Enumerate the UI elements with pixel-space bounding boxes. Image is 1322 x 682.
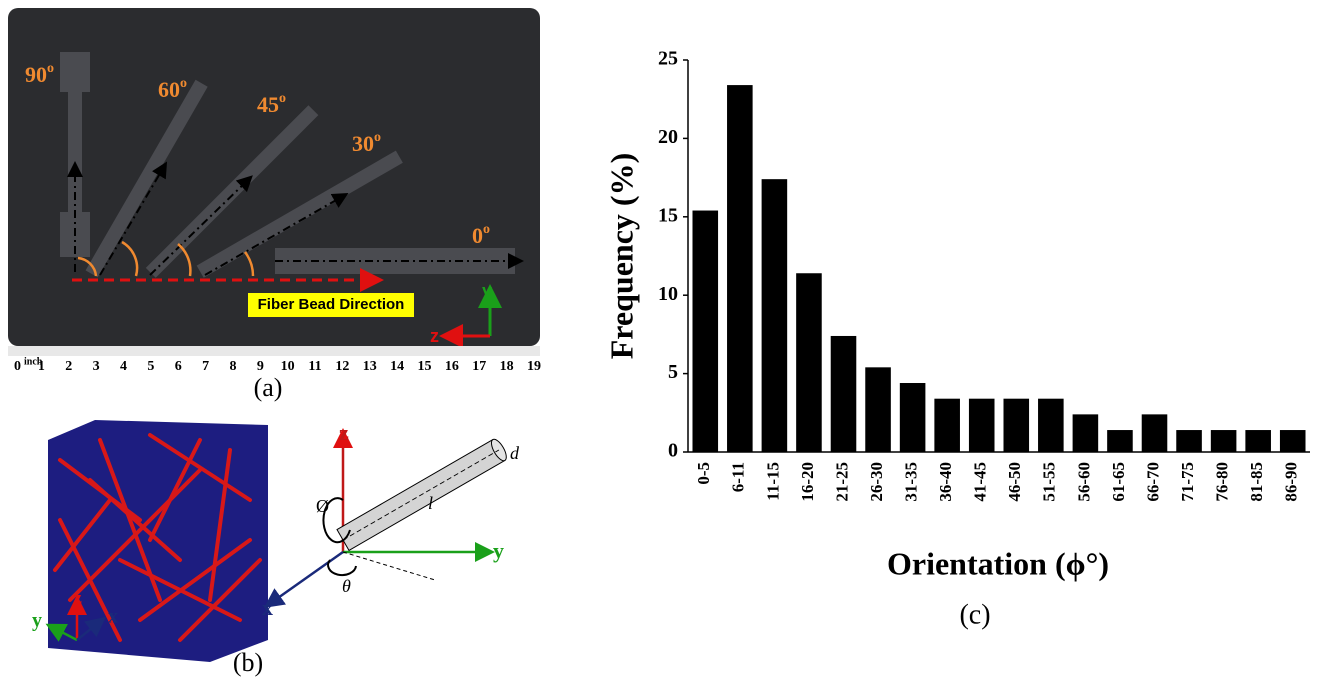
ruler-labels: 012345678910111213141516171819inch xyxy=(14,356,541,374)
y-tick-label: 25 xyxy=(658,48,678,70)
fiber-cylinder xyxy=(337,437,509,550)
bar xyxy=(1073,414,1099,452)
bar xyxy=(1176,430,1202,452)
diameter-label: d xyxy=(510,443,520,463)
angle-value: 60 xyxy=(158,77,180,102)
ruler-label: 14 xyxy=(390,359,404,374)
length-label: l xyxy=(428,493,433,513)
bar xyxy=(969,399,995,452)
x-axis xyxy=(268,552,343,605)
degree: o xyxy=(279,91,286,106)
bar xyxy=(1211,430,1237,452)
ruler-label: 17 xyxy=(472,359,486,374)
x-tick-label: 16-20 xyxy=(798,462,817,502)
bar xyxy=(934,399,960,452)
ruler-label: 12 xyxy=(335,359,349,374)
x-tick-label: 56-60 xyxy=(1074,462,1093,502)
axis-label: y xyxy=(32,610,42,632)
ruler xyxy=(8,346,540,356)
x-axis-title: Orientation (ϕ°) xyxy=(887,545,1109,581)
axis-label: x xyxy=(108,606,118,628)
ruler-label: 10 xyxy=(281,359,295,374)
direction-label: Fiber Bead Direction xyxy=(258,296,405,313)
projection xyxy=(343,552,435,580)
figure: 90o 60o 45o 30o 0o Fiber Bead Direction … xyxy=(0,0,1322,682)
y-tick-label: 15 xyxy=(658,204,678,226)
degree: o xyxy=(483,222,490,237)
theta-arc xyxy=(328,560,356,575)
x-tick-label: 46-50 xyxy=(1005,462,1024,502)
y-tick-label: 10 xyxy=(658,283,678,305)
ruler-label: 13 xyxy=(363,359,377,374)
ruler-label: 3 xyxy=(93,359,100,374)
axis-label: z xyxy=(73,588,82,610)
x-tick-label: 76-80 xyxy=(1213,462,1232,502)
ruler-label: 15 xyxy=(418,359,432,374)
bar xyxy=(1142,414,1168,452)
y-tick-label: 20 xyxy=(658,126,678,148)
x-tick-label: 36-40 xyxy=(936,462,955,502)
ruler-label: 18 xyxy=(500,359,514,374)
y-tick-label: 0 xyxy=(668,440,678,462)
x-tick-label: 86-90 xyxy=(1282,462,1301,502)
degree: o xyxy=(47,61,54,76)
panel-label: (c) xyxy=(959,599,990,630)
bar xyxy=(1280,430,1306,452)
ruler-label: 0 xyxy=(14,359,21,374)
axis-label: y xyxy=(482,281,492,301)
axis-label: x xyxy=(262,595,273,620)
ruler-label: 9 xyxy=(257,359,264,374)
bar xyxy=(1107,430,1133,452)
x-tick-label: 71-75 xyxy=(1178,462,1197,502)
axis-label: z xyxy=(339,420,349,445)
ruler-label: 4 xyxy=(120,359,127,374)
bar xyxy=(692,211,718,452)
ruler-label: 2 xyxy=(65,359,72,374)
cylinder-axis xyxy=(343,450,499,540)
x-tick-label: 41-45 xyxy=(971,462,990,502)
x-tick-label: 61-65 xyxy=(1109,462,1128,502)
bar xyxy=(762,179,788,452)
ruler-label: 5 xyxy=(147,359,154,374)
bar xyxy=(727,85,753,452)
angle-value: 90 xyxy=(25,62,47,87)
bar xyxy=(831,336,857,452)
bar xyxy=(1003,399,1029,452)
phi-label: Ø xyxy=(316,496,329,516)
angle-value: 45 xyxy=(257,92,279,117)
x-tick-label: 81-85 xyxy=(1247,462,1266,502)
y-axis-title: Frequency (%) xyxy=(603,153,639,359)
panel-label: (a) xyxy=(254,373,283,402)
ruler-label: 7 xyxy=(202,359,209,374)
panel-label: (b) xyxy=(233,648,263,677)
x-tick-label: 31-35 xyxy=(902,462,921,502)
x-tick-label: 21-25 xyxy=(832,462,851,502)
degree: o xyxy=(374,130,381,145)
y-tick-label: 5 xyxy=(668,361,678,383)
axis-label: z xyxy=(430,326,439,346)
bar xyxy=(1245,430,1271,452)
ruler-label: 19 xyxy=(527,359,541,374)
x-tick-label: 51-55 xyxy=(1040,462,1059,502)
angle-value: 30 xyxy=(352,131,374,156)
ruler-label: 6 xyxy=(175,359,182,374)
x-tick-label: 6-11 xyxy=(729,462,748,492)
ruler-label: 8 xyxy=(229,359,236,374)
x-tick-label: 0-5 xyxy=(694,462,713,485)
ruler-label: 16 xyxy=(445,359,459,374)
bar xyxy=(796,273,822,452)
x-tick-label: 11-15 xyxy=(763,462,782,501)
theta-label: θ xyxy=(342,576,351,596)
ruler-unit: inch xyxy=(24,356,43,367)
x-tick-label: 26-30 xyxy=(867,462,886,502)
axis-label: y xyxy=(493,538,504,563)
bar xyxy=(1038,399,1064,452)
ruler-label: 11 xyxy=(308,359,321,374)
bar xyxy=(900,383,926,452)
angle-value: 0 xyxy=(472,223,483,248)
degree: o xyxy=(180,76,187,91)
x-tick-label: 66-70 xyxy=(1143,462,1162,502)
bar xyxy=(865,367,891,452)
